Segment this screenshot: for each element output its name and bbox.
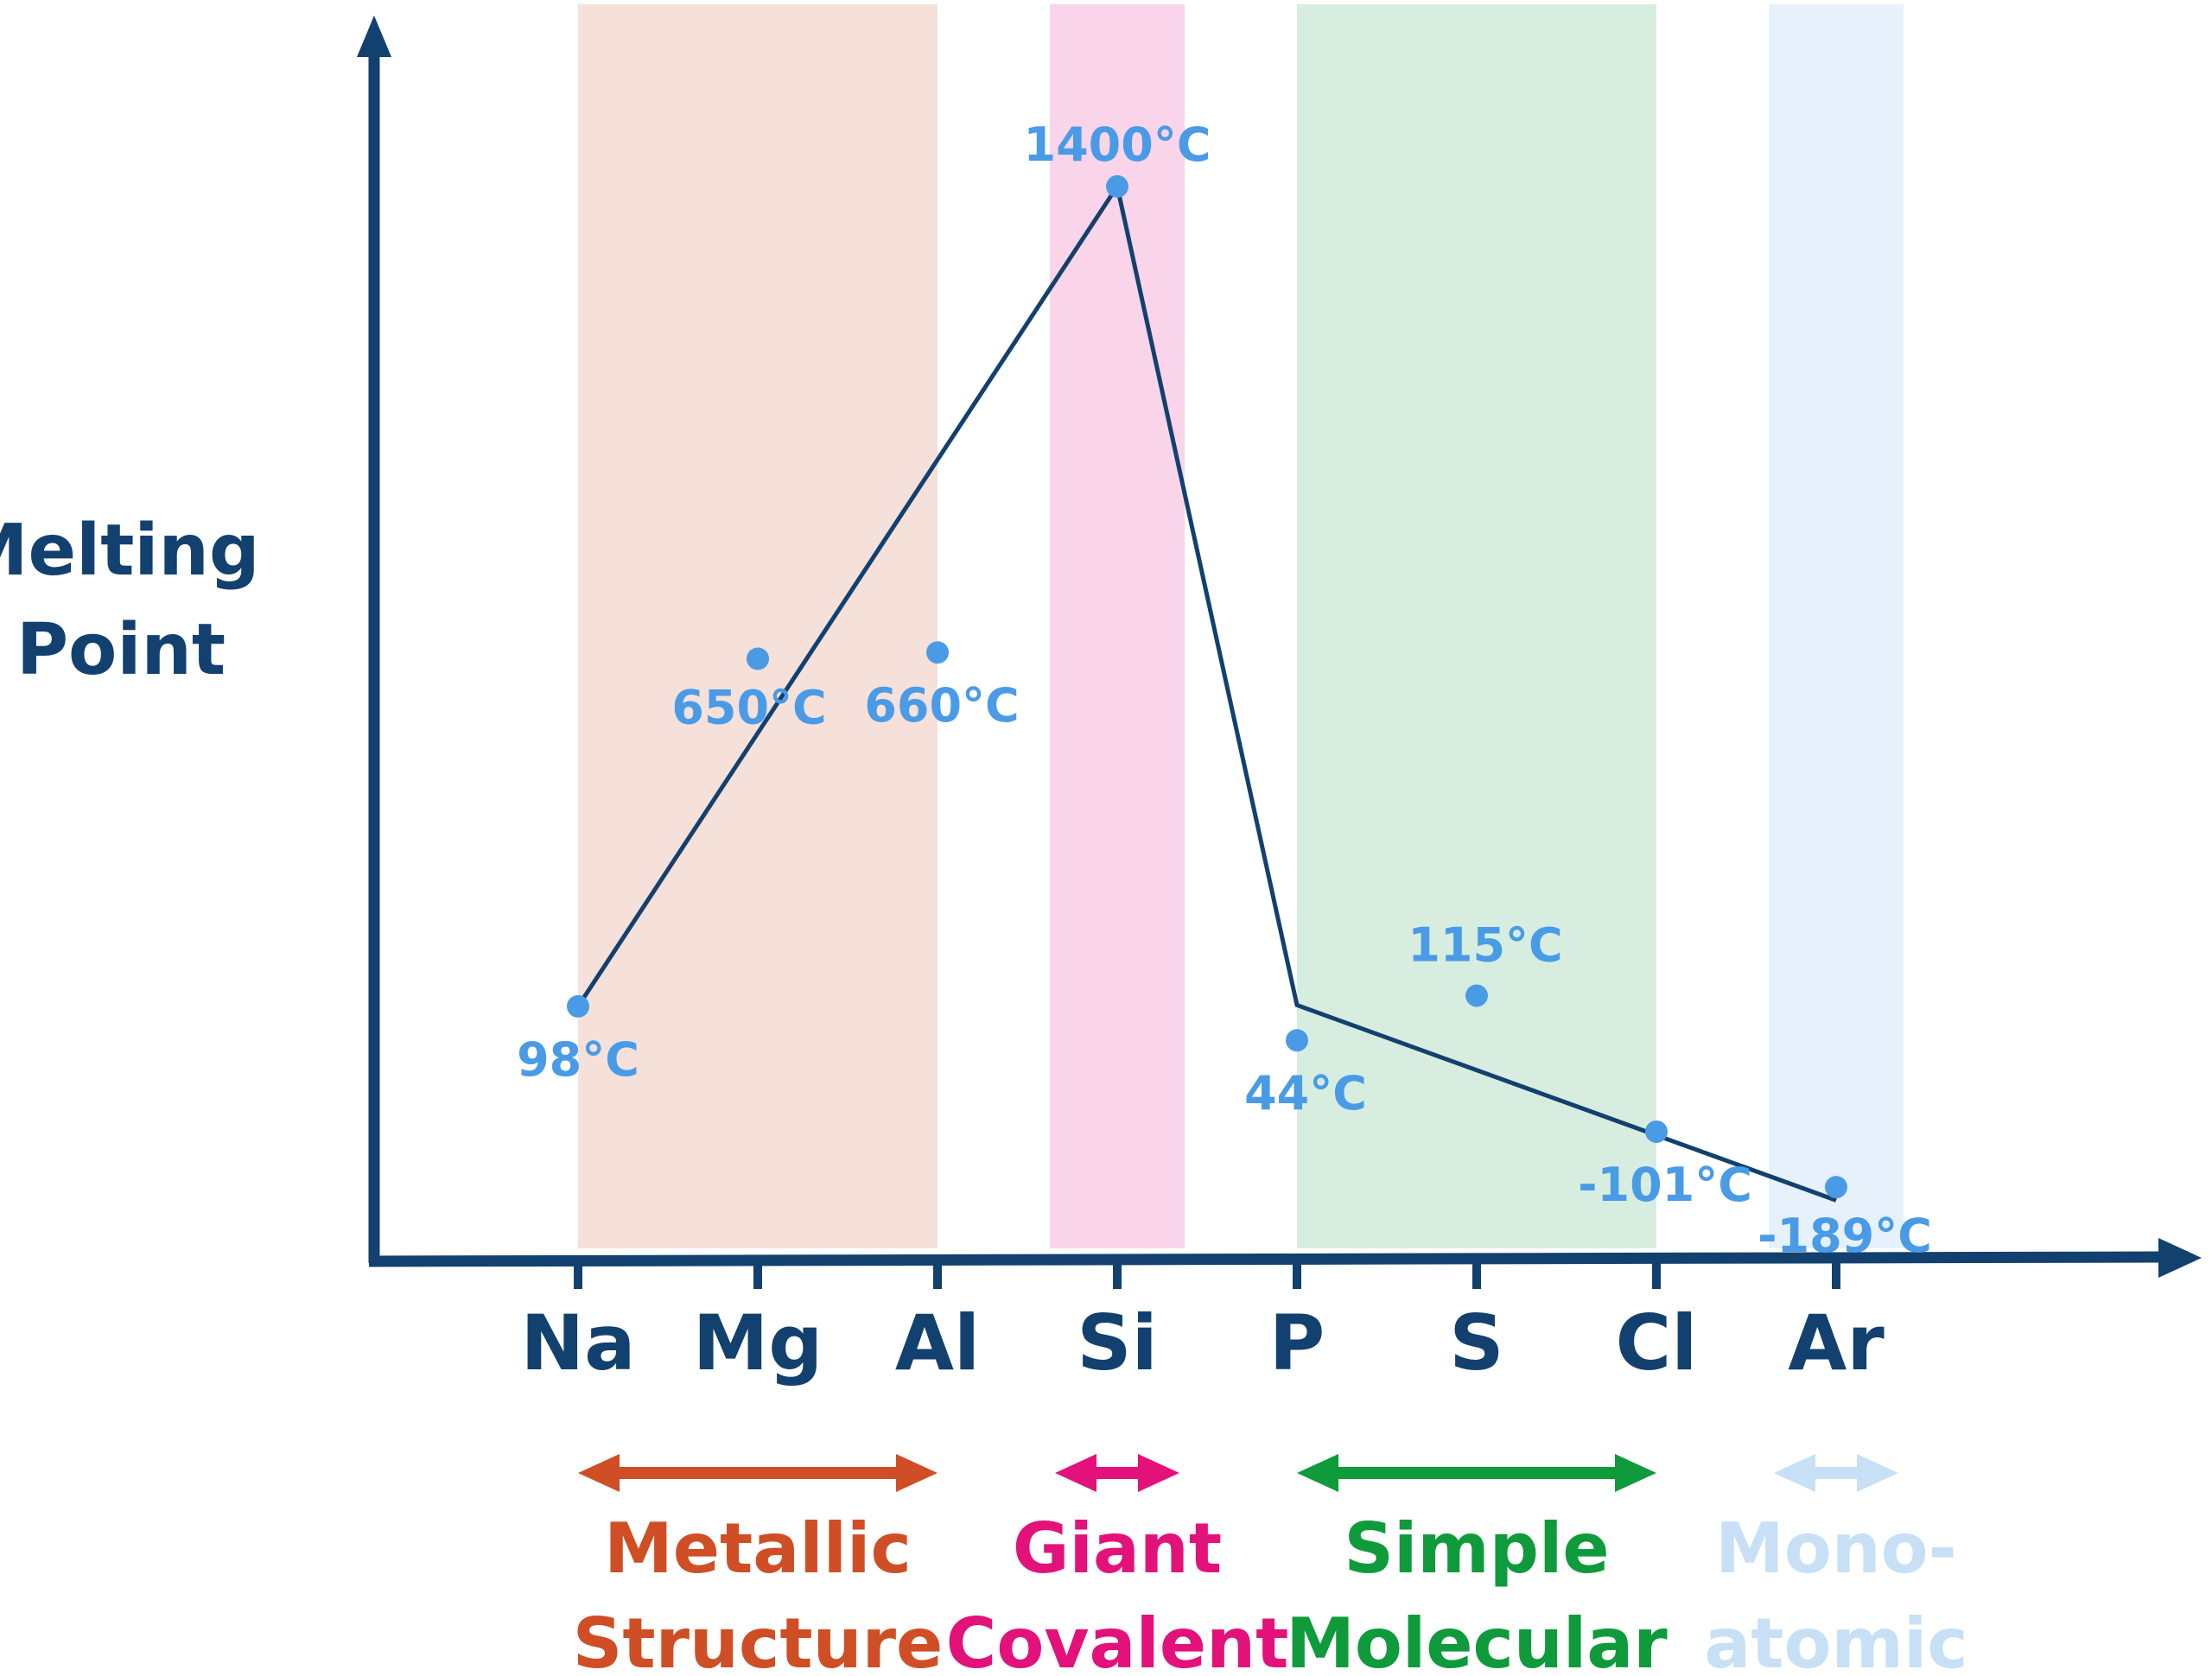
band-giant-covalent (1050, 4, 1185, 1248)
data-label-P: 44°C (1244, 1066, 1367, 1121)
data-points: 98°C 650°C 660°C 1400°C 44°C 115°C -101°C-189°… (517, 117, 1932, 1263)
structure-bands (578, 4, 1904, 1248)
legend-metallic: Metallic Structure (573, 1454, 944, 1676)
x-axis-arrowhead (2158, 1238, 2202, 1278)
x-tick-label-P: P (1269, 1298, 1325, 1387)
data-point-Al (926, 641, 949, 664)
legend-arrowhead-right-simple-molecular (1615, 1454, 1656, 1492)
data-label-S: 115°C (1408, 917, 1562, 972)
legend-label-simple-molecular-2: Molecular (1286, 1603, 1668, 1676)
data-label-Na: 98°C (517, 1032, 639, 1087)
legend-arrowhead-left-giant-covalent (1055, 1454, 1096, 1492)
legend-label-giant-covalent-2: Covalent (946, 1603, 1289, 1676)
x-tick-label-Mg: Mg (693, 1298, 823, 1387)
y-axis-arrowhead (357, 16, 391, 57)
data-label-Mg: 650°C (671, 681, 826, 735)
data-label-Al: 660°C (864, 678, 1019, 733)
x-tick-label-Si: Si (1077, 1298, 1158, 1387)
structure-legend: Metallic Structure Giant Covalent Simple Mole… (573, 1454, 1968, 1676)
legend-label-simple-molecular-1: Simple (1344, 1508, 1609, 1589)
data-point-Si (1106, 175, 1128, 198)
data-label-Cl: -101°C (1578, 1158, 1752, 1212)
y-axis-label-line-2: Point (16, 609, 226, 691)
legend-arrowhead-left-metallic (578, 1454, 620, 1492)
data-point-Ar (1825, 1176, 1847, 1199)
data-point-Mg (747, 647, 769, 670)
legend-monoatomic: Mono-atomic (1704, 1454, 1968, 1676)
legend-simple-molecular: Simple Molecular (1286, 1454, 1668, 1676)
band-monoatomic (1769, 4, 1904, 1248)
data-label-Si: 1400°C (1024, 117, 1211, 172)
data-point-S (1465, 984, 1488, 1007)
legend-arrowhead-right-metallic (896, 1454, 938, 1492)
trend-line-group (575, 181, 1837, 1203)
trend-line (575, 181, 1837, 1203)
legend-label-monoatomic-2: atomic (1704, 1603, 1967, 1676)
legend-arrowhead-left-simple-molecular (1297, 1454, 1338, 1492)
data-point-Cl (1645, 1120, 1668, 1143)
legend-label-monoatomic-1: Mono- (1715, 1508, 1957, 1589)
legend-label-giant-covalent-1: Giant (1013, 1508, 1222, 1589)
legend-arrowhead-right-giant-covalent (1138, 1454, 1179, 1492)
data-point-P (1286, 1029, 1308, 1052)
x-tick-labels: Na Mg Al Si P S Cl Ar (520, 1263, 1885, 1387)
axes (357, 16, 2202, 1278)
band-metallic (578, 4, 938, 1248)
legend-label-metallic-1: Metallic (604, 1508, 912, 1589)
legend-giant-covalent: Giant Covalent (946, 1454, 1289, 1676)
x-tick-label-S: S (1449, 1298, 1503, 1387)
data-label-Ar: -189°C (1758, 1209, 1932, 1263)
x-tick-label-Na: Na (520, 1298, 635, 1387)
legend-label-metallic-2: Structure (573, 1603, 944, 1676)
band-simple-molecular (1297, 4, 1656, 1248)
legend-arrowhead-right-monoatomic (1857, 1454, 1898, 1492)
y-axis-label: Melting Point (0, 510, 284, 691)
x-tick-label-Al: Al (895, 1298, 980, 1387)
x-tick-label-Ar: Ar (1788, 1298, 1885, 1387)
x-axis-line (368, 1251, 2161, 1267)
y-axis-label-line-1: Melting (0, 510, 260, 592)
x-tick-label-Cl: Cl (1616, 1298, 1698, 1387)
data-point-Na (567, 994, 589, 1018)
legend-arrowhead-left-monoatomic (1774, 1454, 1815, 1492)
